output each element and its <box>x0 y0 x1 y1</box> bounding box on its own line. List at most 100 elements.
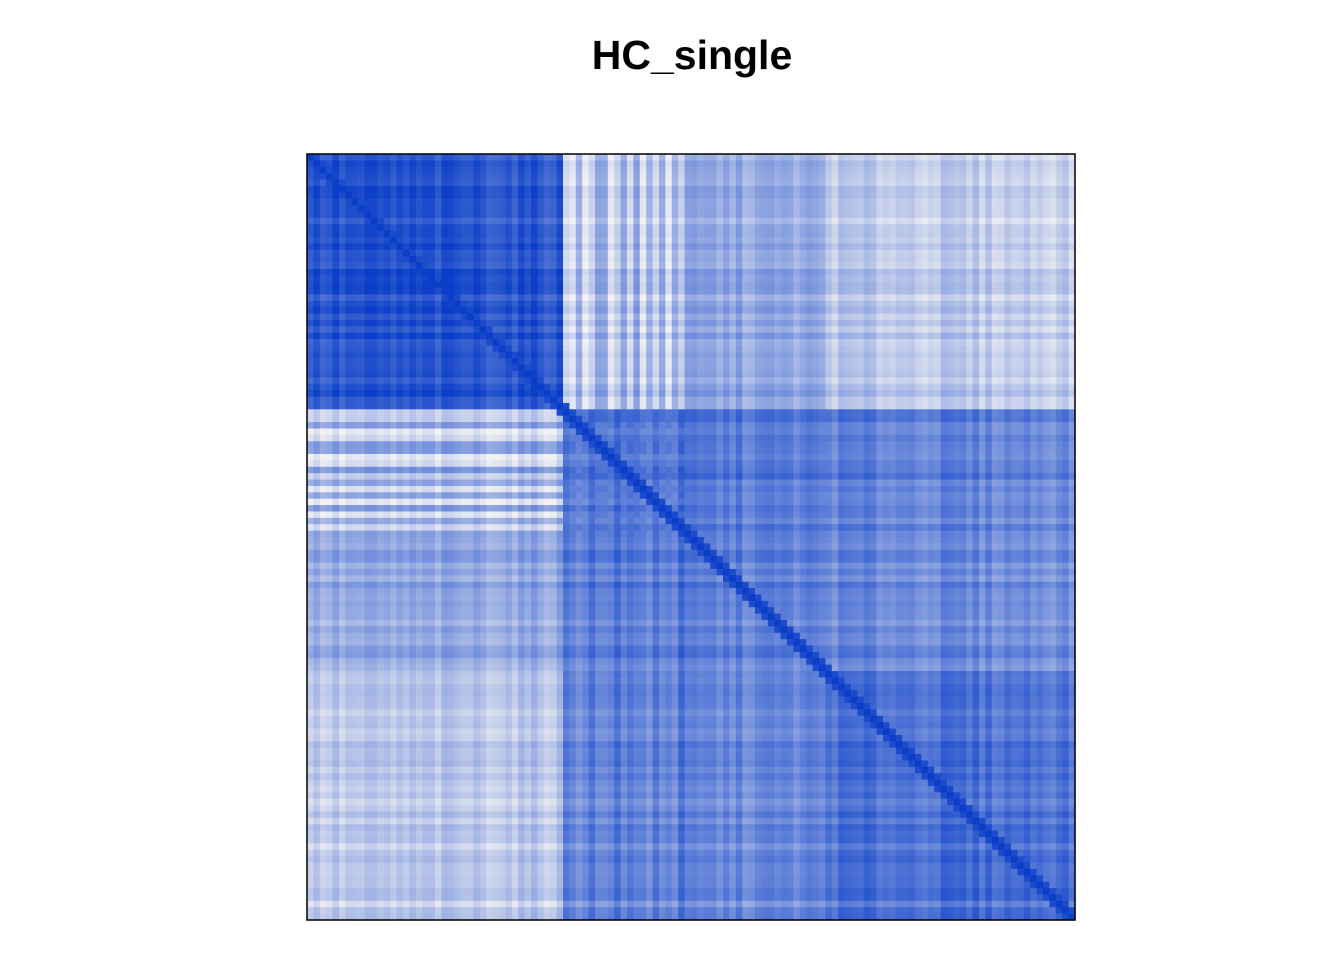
heatmap-cell <box>358 307 366 315</box>
heatmap-cell <box>358 160 366 168</box>
heatmap-cell <box>460 262 468 270</box>
heatmap-cell <box>563 351 570 359</box>
heatmap-cell <box>550 300 558 308</box>
heatmap-cell <box>838 249 846 257</box>
heatmap-cell <box>332 230 340 238</box>
heatmap-cell <box>1049 243 1057 251</box>
heatmap-cell <box>505 326 513 334</box>
heatmap-cell <box>799 166 807 174</box>
heatmap-cell <box>415 217 423 225</box>
heatmap-cell <box>697 243 705 251</box>
heatmap-cell <box>723 409 730 417</box>
heatmap-cell <box>908 313 916 321</box>
heatmap-cell <box>505 313 513 321</box>
heatmap-cell <box>582 236 590 244</box>
heatmap-cell <box>422 313 430 321</box>
heatmap-cell <box>691 230 698 238</box>
heatmap-cell <box>1017 173 1025 181</box>
heatmap-cell <box>511 345 519 353</box>
heatmap-cell <box>915 364 922 372</box>
heatmap-cell <box>921 211 929 219</box>
heatmap-cell <box>607 205 615 213</box>
heatmap-cell <box>947 326 954 334</box>
heatmap-cell <box>537 377 545 385</box>
heatmap-cell <box>1023 275 1031 283</box>
heatmap-cell <box>556 371 564 379</box>
heatmap-cell <box>927 275 935 283</box>
heatmap-cell <box>492 236 500 244</box>
heatmap-cell <box>755 173 762 181</box>
heatmap-cell <box>403 262 410 270</box>
heatmap-cell <box>889 224 897 232</box>
heatmap-cell <box>531 211 538 219</box>
heatmap-cell <box>908 345 916 353</box>
heatmap-cell <box>703 217 711 225</box>
heatmap-cell <box>966 166 974 174</box>
heatmap-cell <box>358 230 366 238</box>
heatmap-cell <box>326 377 334 385</box>
heatmap-cell <box>351 243 359 251</box>
heatmap-cell <box>959 160 967 168</box>
heatmap-cell <box>863 281 871 289</box>
heatmap-cell <box>723 154 730 161</box>
heatmap-cell <box>569 275 577 283</box>
heatmap-cell <box>825 243 833 251</box>
heatmap-cell <box>806 185 814 193</box>
heatmap-cell <box>383 179 391 187</box>
heatmap-cell <box>755 294 762 302</box>
heatmap-cell <box>1030 319 1038 327</box>
heatmap-cell <box>812 249 820 257</box>
heatmap-cell <box>710 236 718 244</box>
heatmap-cell <box>966 205 974 213</box>
heatmap-cell <box>1036 294 1044 302</box>
heatmap-cell <box>1055 179 1063 187</box>
heatmap-cell <box>870 402 878 410</box>
heatmap-cell <box>1062 154 1070 161</box>
heatmap-cell <box>1011 185 1018 193</box>
heatmap-cell <box>1017 364 1025 372</box>
heatmap-cell <box>1030 243 1038 251</box>
heatmap-cell <box>793 224 801 232</box>
heatmap-cell <box>665 383 673 391</box>
heatmap-cell <box>499 205 506 213</box>
heatmap-cell <box>518 307 526 315</box>
heatmap-cell <box>716 185 724 193</box>
heatmap-cell <box>1004 198 1012 206</box>
heatmap-cell <box>652 383 660 391</box>
heatmap-cell <box>447 415 455 423</box>
heatmap-cell <box>870 383 878 391</box>
heatmap-cell <box>1030 275 1038 283</box>
heatmap-cell <box>415 262 423 270</box>
heatmap-cell <box>1062 402 1070 410</box>
heatmap-cell <box>499 390 506 398</box>
heatmap-cell <box>358 345 366 353</box>
heatmap-cell <box>620 396 628 404</box>
heatmap-cell <box>588 377 596 385</box>
heatmap-cell <box>403 179 410 187</box>
heatmap-cell <box>543 192 551 200</box>
heatmap-cell <box>377 383 385 391</box>
heatmap-cell <box>691 160 698 168</box>
heatmap-cell <box>915 262 922 270</box>
heatmap-cell <box>358 415 366 423</box>
heatmap-cell <box>492 383 500 391</box>
heatmap-cell <box>505 262 513 270</box>
heatmap-cell <box>505 185 513 193</box>
heatmap-cell <box>588 268 596 276</box>
heatmap-cell <box>543 307 551 315</box>
heatmap-cell <box>415 166 423 174</box>
heatmap-cell <box>972 243 980 251</box>
heatmap-cell <box>1017 371 1025 379</box>
heatmap-cell <box>748 192 756 200</box>
heatmap-cell <box>812 409 820 417</box>
heatmap-cell <box>735 396 743 404</box>
heatmap-cell <box>735 256 743 264</box>
heatmap-cell <box>575 364 583 372</box>
heatmap-cell <box>959 211 967 219</box>
heatmap-cell <box>723 230 730 238</box>
heatmap-cell <box>486 358 494 366</box>
heatmap-cell <box>499 319 506 327</box>
heatmap-cell <box>921 339 929 347</box>
heatmap-cell <box>1068 249 1076 257</box>
heatmap-cell <box>723 294 730 302</box>
